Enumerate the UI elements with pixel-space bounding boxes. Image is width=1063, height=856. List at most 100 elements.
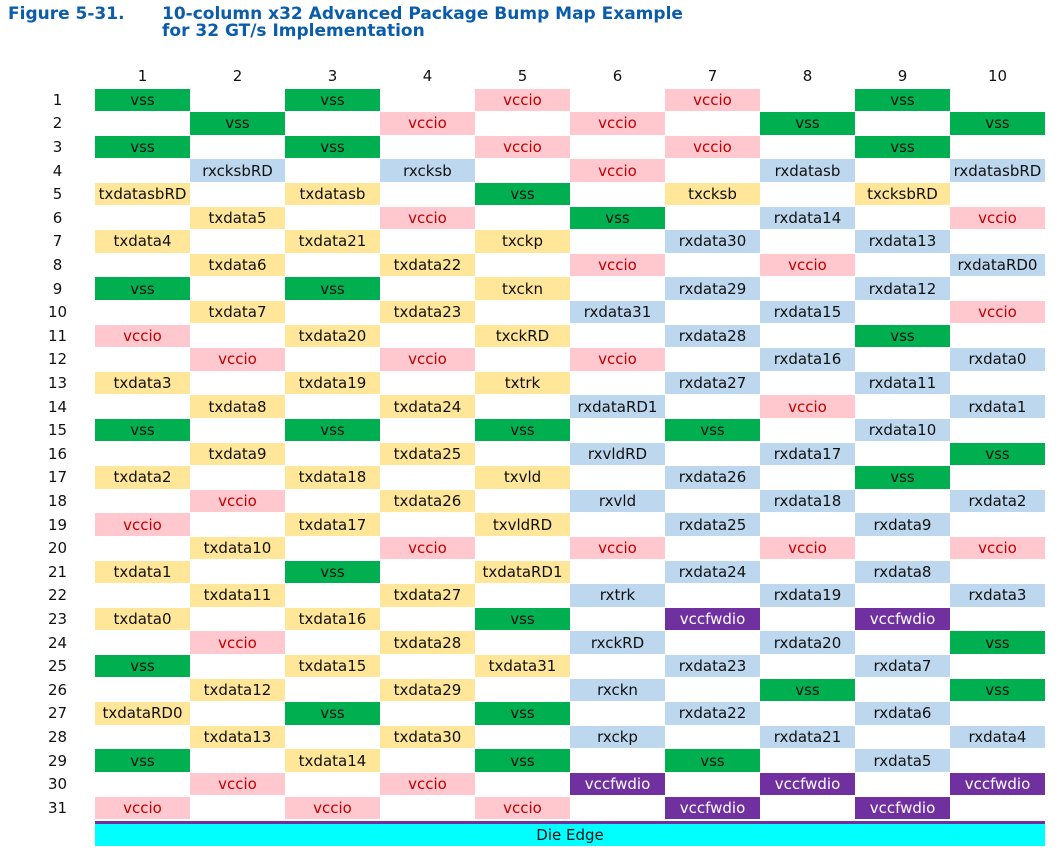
bump-cell: rxdata20 <box>760 631 855 654</box>
bump-cell: txdata18 <box>285 466 380 489</box>
bump-cell: vccio <box>380 537 475 560</box>
bump-cell: vccio <box>190 489 285 513</box>
bump-cell: vss <box>665 419 760 442</box>
bump-cell: txdatasb <box>285 183 380 206</box>
bump-cell: rxdata15 <box>760 301 855 324</box>
row-header: 22 <box>47 586 68 605</box>
bump-cell: rxdata7 <box>855 655 950 678</box>
bump-cell: rxdata0 <box>950 348 1045 371</box>
bump-cell: vccio <box>570 348 665 371</box>
bump-cell: txdata6 <box>190 253 285 277</box>
row-header: 23 <box>47 609 68 628</box>
bump-cell: txdata4 <box>95 230 190 253</box>
column-header: 2 <box>232 67 243 85</box>
bump-cell: rxdata24 <box>665 560 760 583</box>
bump-cell: rxdata3 <box>950 584 1045 607</box>
bump-cell: vccio <box>475 135 570 159</box>
bump-cell: rxdata16 <box>760 348 855 371</box>
bump-cell: vccfwdio <box>855 796 950 819</box>
row-header: 28 <box>47 727 68 746</box>
bump-cell: vccio <box>190 773 285 796</box>
bump-cell: rxdataRD1 <box>570 395 665 418</box>
bump-cell: txdatasbRD <box>95 183 190 206</box>
bump-cell: rxdata23 <box>665 655 760 678</box>
bump-cell: rxdata11 <box>855 371 950 395</box>
bump-cell: vss <box>950 678 1045 701</box>
row-header: 8 <box>52 255 63 274</box>
bump-cell: txdata15 <box>285 655 380 678</box>
row-header: 1 <box>52 90 63 109</box>
bump-cell: txdata21 <box>285 230 380 253</box>
bump-cell: vss <box>475 419 570 442</box>
row-header: 17 <box>47 468 68 487</box>
bump-cell: txdata29 <box>380 678 475 701</box>
bump-cell: vss <box>855 88 950 111</box>
bump-cell: txdata25 <box>380 442 475 465</box>
bump-cell: rxdata5 <box>855 749 950 772</box>
bump-cell: vss <box>855 324 950 347</box>
bump-cell: vccio <box>570 112 665 135</box>
bump-cell: vccio <box>190 348 285 371</box>
bump-cell: vccio <box>380 773 475 796</box>
bump-cell: txdata12 <box>190 678 285 701</box>
bump-cell: vccfwdio <box>760 773 855 796</box>
bump-cell: vccio <box>380 112 475 135</box>
bump-cell: rxdatasb <box>760 159 855 182</box>
bump-cell: txdata20 <box>285 324 380 347</box>
row-header: 13 <box>47 373 68 392</box>
bump-cell: vccfwdio <box>665 607 760 631</box>
bump-cell: txdata23 <box>380 301 475 324</box>
row-header: 29 <box>47 751 68 770</box>
row-header: 15 <box>47 421 68 440</box>
bump-cell: vss <box>95 419 190 442</box>
bump-cell: vccio <box>665 88 760 111</box>
bump-cell: rxdata27 <box>665 371 760 395</box>
column-header: 10 <box>987 67 1008 85</box>
column-header: 3 <box>327 67 338 85</box>
bump-cell: txdata13 <box>190 725 285 749</box>
bump-cell: vss <box>190 112 285 135</box>
bump-cell: vss <box>285 702 380 725</box>
bump-cell: rxdata2 <box>950 489 1045 513</box>
bump-cell: txdata16 <box>285 607 380 631</box>
bump-cell: vccio <box>570 537 665 560</box>
bump-cell: vss <box>285 419 380 442</box>
bump-cell: vss <box>285 88 380 111</box>
bump-cell: rxvld <box>570 489 665 513</box>
bump-cell: vccio <box>760 395 855 418</box>
bump-cell: vss <box>950 112 1045 135</box>
bump-cell: rxckn <box>570 678 665 701</box>
bump-cell: vccio <box>285 796 380 819</box>
bump-cell: vss <box>475 702 570 725</box>
bump-cell: txdata0 <box>95 607 190 631</box>
bump-cell: vss <box>95 88 190 111</box>
bump-cell: txdata31 <box>475 655 570 678</box>
bump-cell: rxdata21 <box>760 725 855 749</box>
bump-cell: vccio <box>190 631 285 654</box>
row-header: 20 <box>47 539 68 558</box>
bump-cell: txdata7 <box>190 301 285 324</box>
bump-cell: vccio <box>950 537 1045 560</box>
bump-cell: vss <box>950 442 1045 465</box>
bump-cell: vss <box>855 135 950 159</box>
row-header: 27 <box>47 704 68 723</box>
column-header: 1 <box>137 67 148 85</box>
bump-cell: vccio <box>475 88 570 111</box>
bump-cell: rxdata19 <box>760 584 855 607</box>
bump-cell: vccio <box>570 159 665 182</box>
bump-cell: rxdata4 <box>950 725 1045 749</box>
row-header: 2 <box>52 114 63 133</box>
bump-cell: rxdata12 <box>855 277 950 300</box>
bump-cell: vss <box>285 277 380 300</box>
bump-cell: rxdata26 <box>665 466 760 489</box>
figure-title: 10-column x32 Advanced Package Bump Map … <box>162 4 683 24</box>
bump-cell: rxdata30 <box>665 230 760 253</box>
bump-cell: vccio <box>380 348 475 371</box>
bump-cell: rxcksb <box>380 159 475 182</box>
bump-cell: txdata9 <box>190 442 285 465</box>
bump-cell: rxdata28 <box>665 324 760 347</box>
figure-title: for 32 GT/s Implementation <box>162 21 425 41</box>
bump-cell: txdata11 <box>190 584 285 607</box>
bump-cell: rxdata29 <box>665 277 760 300</box>
